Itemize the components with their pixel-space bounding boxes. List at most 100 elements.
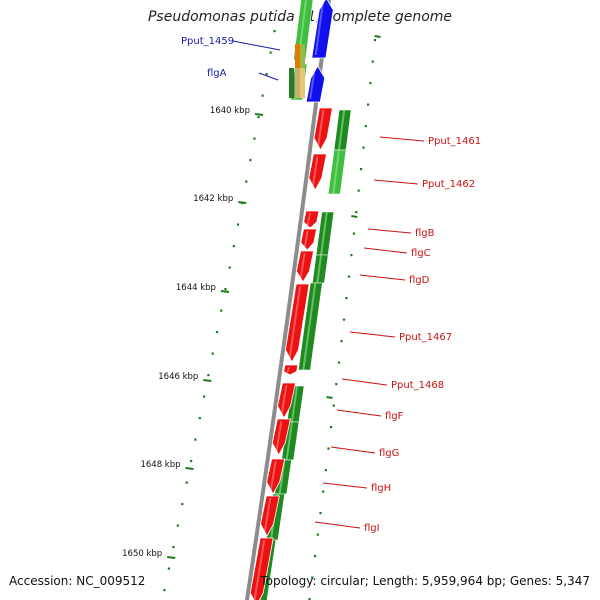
gene-arrow-shine: [263, 498, 272, 533]
dot-marker: [198, 417, 201, 420]
gene-arrow: [303, 210, 320, 229]
dot-marker: [181, 503, 184, 506]
dot-marker: [357, 189, 360, 192]
label-leader-line: [363, 247, 408, 254]
dot-marker: [190, 460, 193, 463]
dot-marker: [228, 266, 231, 269]
gene-features: [249, 0, 334, 600]
tick-label: 1646 kbp: [158, 372, 198, 382]
dot-marker: [332, 404, 335, 407]
orf-highlight: [302, 283, 317, 370]
dot-marker: [253, 137, 256, 140]
gene-arrow: [311, 0, 334, 59]
label-leader-line: [232, 40, 281, 51]
tick-mark: [203, 379, 212, 382]
dot-marker: [364, 125, 367, 128]
gene-label: flgB: [415, 228, 435, 239]
label-leader-line: [336, 409, 382, 417]
gene-arrow-shine: [253, 540, 266, 600]
gene-label: flgD: [409, 275, 430, 286]
gene-arrow-shine: [286, 367, 291, 372]
tick-mark: [220, 290, 230, 293]
gene-labels: Pput_1459 flgA Pput_1461 Pput_1462 flgB flgC f…: [181, 36, 481, 534]
dot-marker: [362, 146, 365, 149]
gene-arrow: [308, 153, 327, 191]
gene-arrow-shine: [303, 231, 309, 247]
dot-marker: [257, 116, 260, 119]
gene-label: Pput_1462: [422, 179, 475, 190]
tick-mark: [374, 35, 381, 38]
dot-marker: [269, 51, 272, 54]
tick-label: 1642 kbp: [193, 194, 233, 204]
gene-label: Pput_1459: [181, 36, 234, 47]
label-leader-line: [359, 274, 406, 281]
dot-marker: [314, 555, 317, 558]
orf-highlight: [278, 460, 286, 494]
gene-label: flgH: [371, 483, 391, 494]
tick-label: 1648 kbp: [140, 460, 180, 470]
gene-arrow: [249, 537, 274, 600]
dot-marker: [311, 576, 314, 579]
gene-label: flgC: [411, 248, 431, 259]
tick-mark: [351, 215, 358, 218]
dot-marker: [167, 567, 170, 570]
label-leader-line: [349, 331, 396, 338]
gene-arrow: [277, 382, 296, 419]
tick-label: 1640 kbp: [210, 106, 250, 116]
gene-label: Pput_1468: [391, 380, 444, 391]
dot-marker: [308, 598, 311, 600]
gene-arrow: [271, 418, 291, 456]
dot-marker: [324, 469, 327, 472]
dot-marker: [220, 309, 223, 312]
tick-mark: [326, 396, 333, 399]
dot-marker: [172, 546, 175, 549]
dot-marker: [203, 395, 206, 398]
dot-marker: [261, 94, 264, 97]
dot-marker: [316, 533, 319, 536]
orf-block: [295, 44, 300, 74]
label-leader-line: [341, 378, 388, 386]
dot-tracks: [163, 30, 377, 600]
tick-mark: [167, 556, 176, 559]
gene-arrow-shine: [269, 461, 277, 491]
dot-marker: [342, 318, 346, 321]
dot-marker: [347, 275, 351, 278]
dot-marker: [224, 288, 227, 291]
gene-label: flgG: [379, 448, 399, 459]
dot-marker: [352, 232, 355, 235]
gene-arrow: [260, 495, 280, 537]
dot-marker: [211, 352, 214, 355]
gene-label: flgF: [385, 411, 404, 422]
orf-highlight: [332, 150, 340, 194]
dot-marker: [319, 512, 322, 515]
dot-marker: [194, 438, 197, 441]
label-leader-line: [373, 179, 419, 185]
gene-arrow: [296, 250, 315, 283]
tick-mark: [185, 467, 194, 470]
dot-marker: [236, 223, 240, 226]
orf-block: [300, 68, 305, 98]
dot-marker: [355, 211, 358, 214]
gene-arrow-shine: [288, 286, 302, 359]
tick-label: 1650 kbp: [122, 549, 162, 559]
tick-label: 1644 kbp: [176, 283, 216, 293]
gene-arrow: [266, 458, 286, 495]
scale-ticks: 1640 kbp 1642 kbp 1644 kbp 1646 kbp 1648 kbp…: [122, 35, 381, 559]
gene-arrow: [305, 65, 326, 103]
orf-highlight: [316, 255, 323, 283]
tick-mark: [238, 201, 247, 204]
dot-marker: [163, 589, 166, 592]
label-leader-line: [330, 446, 376, 454]
dot-marker: [340, 340, 343, 343]
gene-arrow-shine: [317, 110, 325, 147]
dot-marker: [350, 254, 353, 257]
orf-highlight: [290, 386, 299, 422]
orf-highlight: [320, 212, 328, 255]
gene-label: Pput_1461: [428, 136, 481, 147]
gene-arrow-shine: [275, 421, 283, 452]
dot-marker: [373, 39, 377, 42]
dot-marker: [249, 159, 252, 162]
dot-marker: [273, 30, 276, 33]
